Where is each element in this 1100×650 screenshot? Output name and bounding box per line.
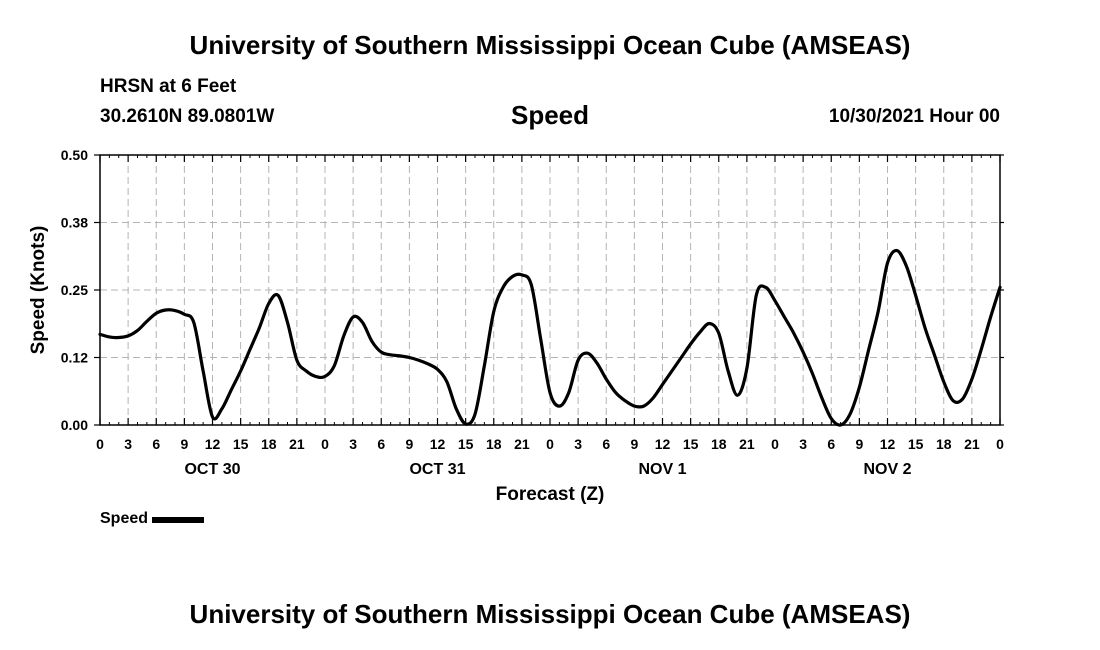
x-tick-label: 0 (996, 436, 1004, 452)
x-tick-label: 12 (430, 436, 446, 452)
x-axis-label: Forecast (Z) (496, 484, 605, 505)
x-tick-label: 6 (602, 436, 610, 452)
x-tick-label: 15 (908, 436, 924, 452)
station-coordinates: 30.2610N 89.0801W (100, 106, 275, 127)
x-tick-label: 15 (683, 436, 699, 452)
x-tick-label: 6 (827, 436, 835, 452)
x-tick-label: 18 (936, 436, 952, 452)
x-tick-label: 6 (152, 436, 160, 452)
page-title: University of Southern Mississippi Ocean… (189, 30, 911, 60)
chart-title: Speed (510, 100, 590, 130)
y-tick-label: 0.00 (61, 417, 88, 433)
x-tick-label: 21 (514, 436, 530, 452)
forecast-date: 10/30/2021 Hour 00 (828, 106, 1000, 127)
x-tick-label: 3 (574, 436, 582, 452)
day-label: OCT 30 (184, 461, 240, 478)
legend: Speed (100, 510, 205, 528)
x-tick-label: 3 (124, 436, 132, 452)
x-tick-label: 21 (739, 436, 755, 452)
x-tick-label: 0 (771, 436, 779, 452)
y-tick-label: 0.25 (61, 282, 88, 298)
x-tick-label: 0 (321, 436, 329, 452)
x-tick-label: 18 (261, 436, 277, 452)
label-layer: 0 3 6 9 12 15 18 21 0 3 6 9 12 15 18 21 0 3 6 9 12 15 18 21 0 3 6 9… (61, 147, 1004, 478)
station-label: HRSN at 6 Feet (100, 76, 237, 97)
x-tick-label: 21 (289, 436, 305, 452)
y-tick-label: 0.12 (61, 350, 88, 366)
grid-layer (100, 155, 1000, 425)
y-axis-label: Speed (Knots) (28, 226, 49, 355)
day-label: NOV 1 (638, 461, 686, 478)
x-tick-label: 9 (180, 436, 188, 452)
x-tick-label: 3 (799, 436, 807, 452)
speed-series-line (98, 248, 1002, 427)
x-tick-label: 12 (205, 436, 221, 452)
x-tick-label: 3 (349, 436, 357, 452)
x-tick-label: 15 (458, 436, 474, 452)
x-tick-label: 15 (233, 436, 249, 452)
footer-title: University of Southern Mississippi Ocean… (189, 599, 911, 629)
x-tick-label: 6 (377, 436, 385, 452)
x-tick-label: 21 (964, 436, 980, 452)
x-tick-label: 18 (711, 436, 727, 452)
x-tick-label: 9 (630, 436, 638, 452)
x-tick-label: 12 (880, 436, 896, 452)
day-label: OCT 31 (409, 461, 465, 478)
legend-swatch (152, 517, 205, 523)
x-tick-label: 9 (405, 436, 413, 452)
day-label: NOV 2 (863, 461, 911, 478)
x-tick-label: 18 (486, 436, 502, 452)
x-tick-label: 12 (655, 436, 671, 452)
legend-label: Speed (100, 510, 149, 527)
y-tick-label: 0.38 (61, 215, 88, 231)
x-tick-label: 0 (96, 436, 104, 452)
x-tick-label: 0 (546, 436, 554, 452)
y-tick-label: 0.50 (61, 147, 88, 163)
x-tick-label: 9 (855, 436, 863, 452)
tick-layer (94, 154, 1004, 426)
